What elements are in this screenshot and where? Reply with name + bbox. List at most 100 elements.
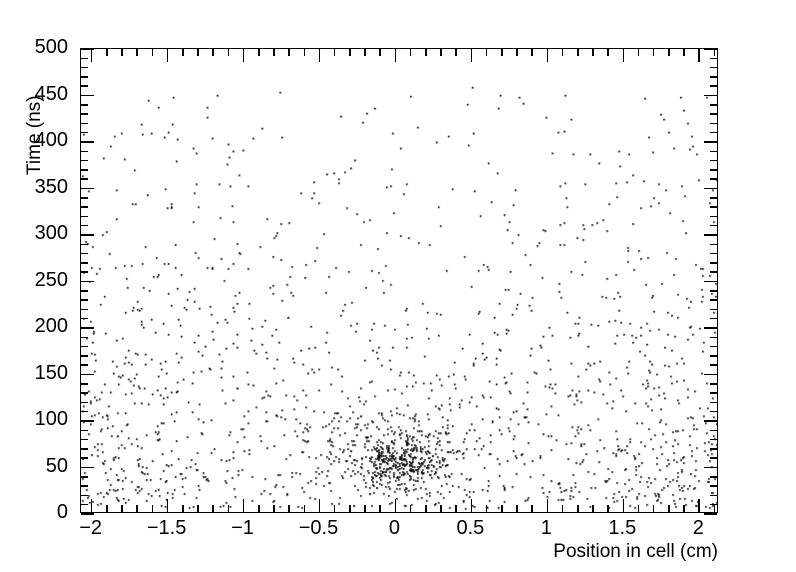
y-tick — [81, 215, 88, 218]
y-tick-label: 300 — [34, 222, 68, 244]
y-tick-label: 50 — [45, 454, 68, 477]
y-tick — [81, 299, 88, 301]
y-tick — [710, 392, 717, 394]
y-tick — [81, 438, 88, 441]
x-tick — [151, 505, 154, 512]
y-tick — [81, 317, 88, 320]
y-tick — [81, 345, 88, 348]
x-tick — [166, 499, 169, 512]
x-tick — [500, 505, 503, 512]
y-tick — [81, 429, 88, 432]
y-tick — [81, 290, 88, 292]
y-tick — [81, 76, 88, 78]
y-tick — [710, 85, 717, 87]
y-tick — [81, 420, 94, 422]
x-tick — [197, 505, 199, 512]
x-tick — [364, 49, 366, 56]
y-tick — [81, 401, 88, 404]
y-tick — [710, 243, 717, 246]
y-tick — [710, 503, 717, 506]
y-tick — [81, 327, 94, 329]
y-tick — [710, 197, 717, 199]
x-tick — [546, 499, 549, 512]
y-tick-label: 100 — [34, 408, 68, 430]
y-tick — [710, 57, 717, 60]
y-tick — [81, 243, 88, 246]
x-tick — [516, 49, 518, 56]
x-tick — [637, 505, 640, 512]
y-tick-label: 150 — [34, 361, 68, 384]
x-tick — [485, 49, 488, 56]
y-tick — [81, 206, 88, 208]
y-tick — [710, 476, 717, 478]
x-tick — [652, 49, 655, 56]
y-tick — [704, 94, 717, 97]
y-tick — [81, 150, 88, 153]
y-tick — [710, 299, 717, 301]
y-tick — [704, 327, 717, 329]
y-tick — [710, 438, 717, 441]
x-tick — [440, 49, 442, 56]
x-tick-label: −2 — [79, 517, 103, 539]
x-tick — [151, 49, 154, 56]
x-tick — [364, 505, 366, 512]
x-tick — [622, 499, 625, 512]
x-tick — [455, 49, 457, 56]
y-tick — [81, 252, 88, 255]
y-tick — [81, 187, 94, 190]
x-tick — [683, 505, 685, 512]
x-tick — [576, 505, 579, 512]
x-tick-label: 0 — [388, 517, 400, 539]
y-tick — [710, 66, 717, 69]
x-tick — [470, 49, 473, 62]
x-tick — [637, 49, 640, 56]
x-tick — [592, 49, 594, 56]
y-tick — [81, 308, 88, 311]
x-tick — [440, 505, 442, 512]
x-tick — [90, 499, 93, 512]
x-tick — [576, 49, 579, 56]
y-tick — [710, 494, 717, 497]
y-tick — [704, 234, 717, 236]
x-tick — [425, 49, 427, 56]
x-tick-label: −0.5 — [298, 517, 339, 539]
y-tick — [710, 410, 717, 413]
y-tick — [704, 513, 717, 515]
y-tick-label: 400 — [34, 129, 68, 151]
x-tick — [652, 505, 655, 512]
y-tick — [81, 494, 88, 497]
y-tick-label: 200 — [34, 315, 68, 337]
y-tick — [704, 187, 717, 190]
x-tick — [227, 505, 230, 512]
y-tick — [81, 448, 88, 450]
x-tick — [181, 505, 184, 512]
x-tick — [303, 505, 306, 512]
x-tick — [668, 505, 670, 512]
y-tick — [81, 131, 88, 134]
x-tick — [136, 505, 138, 512]
y-tick — [710, 485, 717, 487]
y-tick — [710, 262, 717, 264]
y-tick — [81, 457, 88, 459]
x-tick — [121, 49, 123, 56]
y-tick — [710, 401, 717, 404]
y-tick — [81, 410, 88, 413]
y-tick — [710, 345, 717, 348]
x-tick — [622, 49, 625, 62]
x-tick-label: 0.5 — [456, 517, 485, 539]
x-tick — [561, 505, 564, 512]
y-tick — [710, 252, 717, 255]
x-tick — [592, 505, 594, 512]
x-tick — [318, 499, 321, 512]
y-tick — [81, 262, 88, 264]
y-tick — [81, 113, 88, 115]
x-tick — [470, 499, 473, 512]
x-tick — [227, 49, 230, 56]
y-tick-label: 450 — [34, 82, 68, 105]
y-tick — [710, 122, 717, 125]
x-tick — [257, 505, 260, 512]
y-tick — [81, 85, 88, 87]
x-tick — [561, 49, 564, 56]
y-tick — [710, 215, 717, 218]
